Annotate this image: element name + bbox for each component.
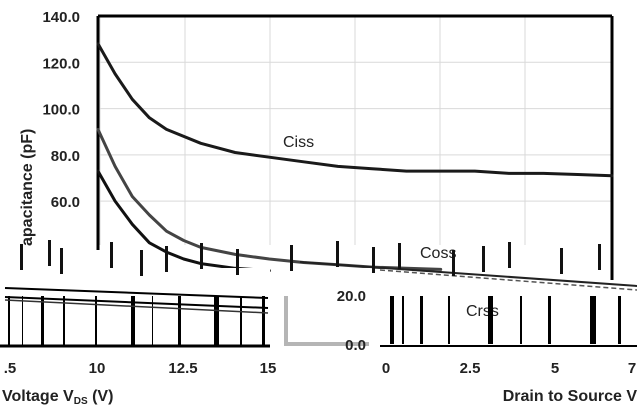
glitch-bar-left-8 xyxy=(214,296,219,346)
x-axis-title-left-main: Voltage V xyxy=(2,388,74,405)
y-tick-label: 80.0 xyxy=(51,148,80,165)
y-tick-label: 60.0 xyxy=(51,194,80,211)
x-tick-left-label: 15 xyxy=(260,360,277,377)
glitch-bar-right-0 xyxy=(390,296,394,344)
glitch-band-mark-12 xyxy=(452,250,455,276)
series-label-ciss: Ciss xyxy=(283,134,314,151)
glitch-band-mark-8 xyxy=(290,245,293,271)
glitch-band-mark-9 xyxy=(336,241,339,267)
glitch-inset: 20.0 0.0 xyxy=(0,240,637,354)
inset-y-tick-label: 20.0 xyxy=(337,288,366,305)
glitch-band-mark-6 xyxy=(200,243,203,269)
glitch-bar-left-5 xyxy=(131,296,135,346)
glitch-band-mark-1 xyxy=(48,240,51,266)
x-tick-right-label: 0 xyxy=(382,360,390,377)
y-tick-label: 120.0 xyxy=(42,55,80,72)
inset-y-tick-label: 0.0 xyxy=(345,337,366,354)
glitch-band-mark-0 xyxy=(20,244,23,270)
x-axis-title-left-unit: (V) xyxy=(88,388,114,405)
glitch-bar-right-5 xyxy=(520,296,522,344)
x-tick-left-label: 10 xyxy=(89,360,106,377)
glitch-bar-left-1 xyxy=(22,296,23,346)
glitch-bar-right-2 xyxy=(420,296,423,344)
y-tick-label: 100.0 xyxy=(42,102,80,119)
x-tick-left-label: 12.5 xyxy=(168,360,197,377)
glitch-bar-left-2 xyxy=(41,296,44,346)
x-tick-left-label: .5 xyxy=(4,360,17,377)
glitch-bar-right-3 xyxy=(448,296,450,344)
glitch-band-mark-10 xyxy=(372,247,375,273)
x-tick-right-label: 2.5 xyxy=(460,360,481,377)
glitch-band-mark-11 xyxy=(398,243,401,269)
glitch-bar-right-7 xyxy=(590,296,596,344)
glitch-band-mark-2 xyxy=(60,248,63,274)
series-label-coss: Coss xyxy=(420,245,456,262)
glitch-band-mark-14 xyxy=(508,242,511,268)
glitch-bar-right-4 xyxy=(488,296,493,344)
x-tick-right-label: 7 xyxy=(628,360,636,377)
glitch-bar-right-8 xyxy=(618,296,621,344)
glitch-band-mark-4 xyxy=(140,250,143,276)
glitch-bar-left-0 xyxy=(8,296,10,346)
glitch-band-mark-13 xyxy=(482,246,485,272)
series-label-crss: Crss xyxy=(466,303,499,320)
y-axis-title: apacitance (pF) xyxy=(19,129,36,246)
x-tick-right-label: 5 xyxy=(551,360,559,377)
glitch-bar-left-10 xyxy=(262,296,265,346)
x-axis-title-right: Drain to Source V xyxy=(503,388,637,405)
glitch-band-mark-7 xyxy=(236,249,239,275)
series-line-coss xyxy=(98,129,441,269)
glitch-band-mark-5 xyxy=(165,246,168,272)
glitch-bar-left-4 xyxy=(95,296,97,346)
y-tick-label: 140.0 xyxy=(42,9,80,26)
inset-axis-left xyxy=(284,296,288,346)
glitch-bar-right-6 xyxy=(548,296,551,344)
inset-bg xyxy=(283,268,373,346)
glitch-bar-right-1 xyxy=(402,296,404,344)
x-axis-title-left-subscript: DS xyxy=(74,396,88,407)
grid xyxy=(98,16,612,245)
glitch-band-mark-3 xyxy=(110,242,113,268)
glitch-band-mark-16 xyxy=(598,244,601,270)
x-axis-title-left: Voltage VDS (V) xyxy=(2,388,113,407)
glitch-bar-left-9 xyxy=(240,296,242,346)
right-panel-curve-2 xyxy=(380,270,637,290)
glitch-band-mark-15 xyxy=(560,248,563,274)
